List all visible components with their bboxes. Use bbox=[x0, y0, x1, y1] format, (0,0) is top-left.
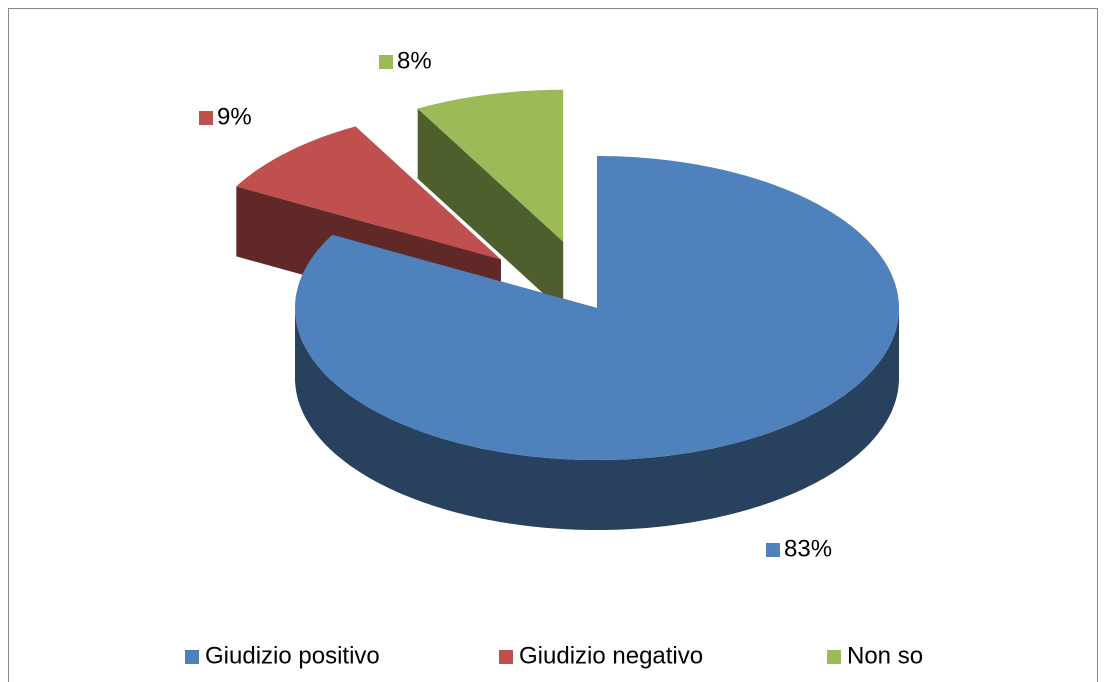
data-label: 9% bbox=[217, 103, 252, 130]
legend-label: Giudizio negativo bbox=[519, 642, 703, 669]
pie-slice bbox=[236, 126, 501, 260]
legend-swatch bbox=[185, 650, 199, 664]
data-label-key bbox=[766, 543, 780, 557]
pie-slice bbox=[295, 156, 899, 460]
legend-label: Giudizio positivo bbox=[205, 642, 380, 669]
data-label-key bbox=[199, 111, 213, 125]
legend-label: Non so bbox=[847, 642, 923, 669]
legend-swatch bbox=[499, 650, 513, 664]
pie-side bbox=[417, 108, 564, 312]
data-label: 83% bbox=[784, 535, 832, 562]
data-label-key bbox=[379, 55, 393, 69]
legend-swatch bbox=[827, 650, 841, 664]
pie-slice bbox=[417, 89, 564, 242]
data-label: 8% bbox=[397, 47, 432, 74]
pie-wall bbox=[295, 308, 899, 530]
